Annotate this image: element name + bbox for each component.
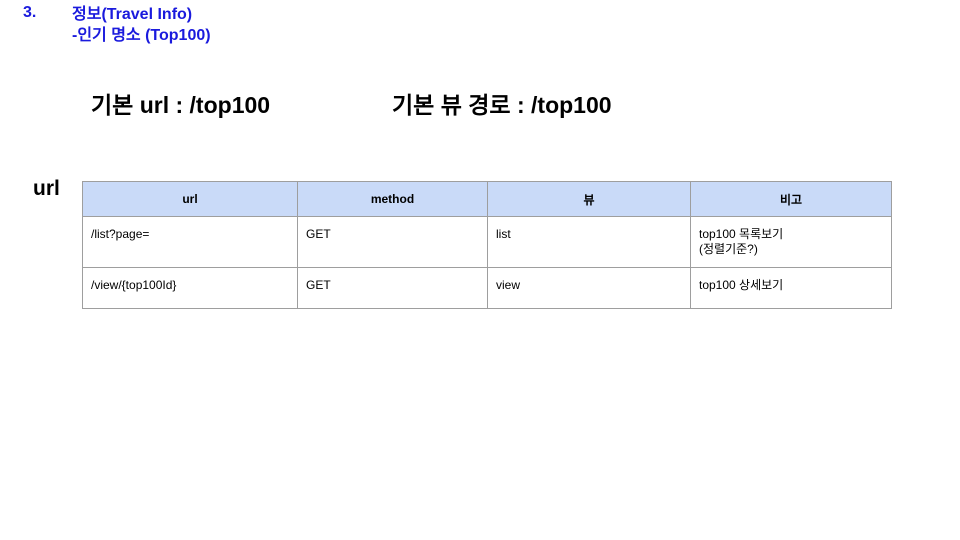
header-note: 비고	[690, 181, 892, 217]
base-url-text: 기본 url : /top100	[91, 92, 271, 118]
table-row: /list?page= GET list top100 목록보기 (정렬기준?)	[82, 216, 892, 268]
cell-method: GET	[297, 216, 488, 268]
cell-view: list	[487, 216, 691, 268]
section-title: 정보(Travel Info) -인기 명소 (Top100)	[72, 4, 211, 46]
note-line-1: top100 상세보기	[699, 278, 784, 292]
url-table: url method 뷰 비고 /list?page= GET list top…	[82, 181, 892, 309]
header-url: url	[82, 181, 298, 217]
note-line-2: (정렬기준?)	[699, 242, 758, 256]
section-number: 3.	[23, 4, 37, 21]
cell-note: top100 목록보기 (정렬기준?)	[690, 216, 892, 268]
section-title-line-2: -인기 명소 (Top100)	[72, 27, 211, 44]
cell-note: top100 상세보기	[690, 267, 892, 309]
table-header-row: url method 뷰 비고	[82, 181, 892, 217]
cell-view: view	[487, 267, 691, 309]
header-view: 뷰	[487, 181, 691, 217]
cell-url: /view/{top100Id}	[82, 267, 298, 309]
cell-method: GET	[297, 267, 488, 309]
note-line-1: top100 목록보기	[699, 227, 784, 241]
table-row: /view/{top100Id} GET view top100 상세보기	[82, 267, 892, 309]
cell-url: /list?page=	[82, 216, 298, 268]
base-view-path-text: 기본 뷰 경로 : /top100	[392, 92, 612, 118]
header-method: method	[297, 181, 488, 217]
section-title-line-1: 정보(Travel Info)	[72, 6, 193, 23]
url-section-label: url	[33, 177, 60, 200]
